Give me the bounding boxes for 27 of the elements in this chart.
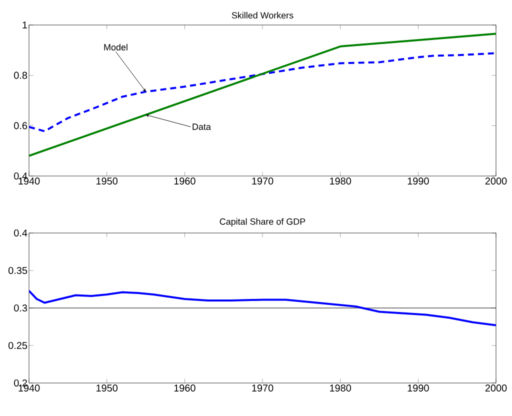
y-tick-label: 0.8	[14, 72, 28, 79]
y-tick-label: 0.4	[14, 229, 28, 237]
chart-title: Capital Share of GDP	[220, 218, 306, 227]
y-tick-label: 1	[22, 22, 27, 28]
y-tick-label: 0.3	[14, 304, 28, 312]
y-tick-label: 0.4	[14, 172, 28, 180]
x-tick-label: 1940	[18, 384, 40, 392]
x-tick-label: 1990	[408, 178, 429, 185]
text: Data	[192, 124, 211, 130]
x-tick-label: 1970	[252, 178, 274, 185]
x-tick-label: 1950	[96, 178, 118, 185]
x-tick-label: 2000	[485, 384, 507, 392]
x-tick-label: 1940	[18, 178, 40, 185]
x-tick-label: 1980	[330, 178, 352, 185]
x-tick-label: 1990	[408, 384, 429, 392]
y-tick-label: 0.25	[8, 342, 28, 350]
y-tick-label: 0.6	[14, 122, 28, 130]
y-tick-label: 0.35	[8, 266, 28, 274]
x-tick-label: 2000	[485, 178, 507, 185]
x-tick-label: 1980	[330, 384, 352, 392]
x-tick-label: 1960	[174, 384, 196, 392]
x-tick-label: 1970	[252, 384, 274, 392]
chart-title: Skilled Workers	[232, 12, 294, 19]
x-tick-label: 1960	[174, 178, 196, 185]
text: Model	[104, 44, 128, 50]
x-tick-label: 1950	[96, 384, 118, 392]
y-tick-label: 0.2	[14, 379, 27, 387]
